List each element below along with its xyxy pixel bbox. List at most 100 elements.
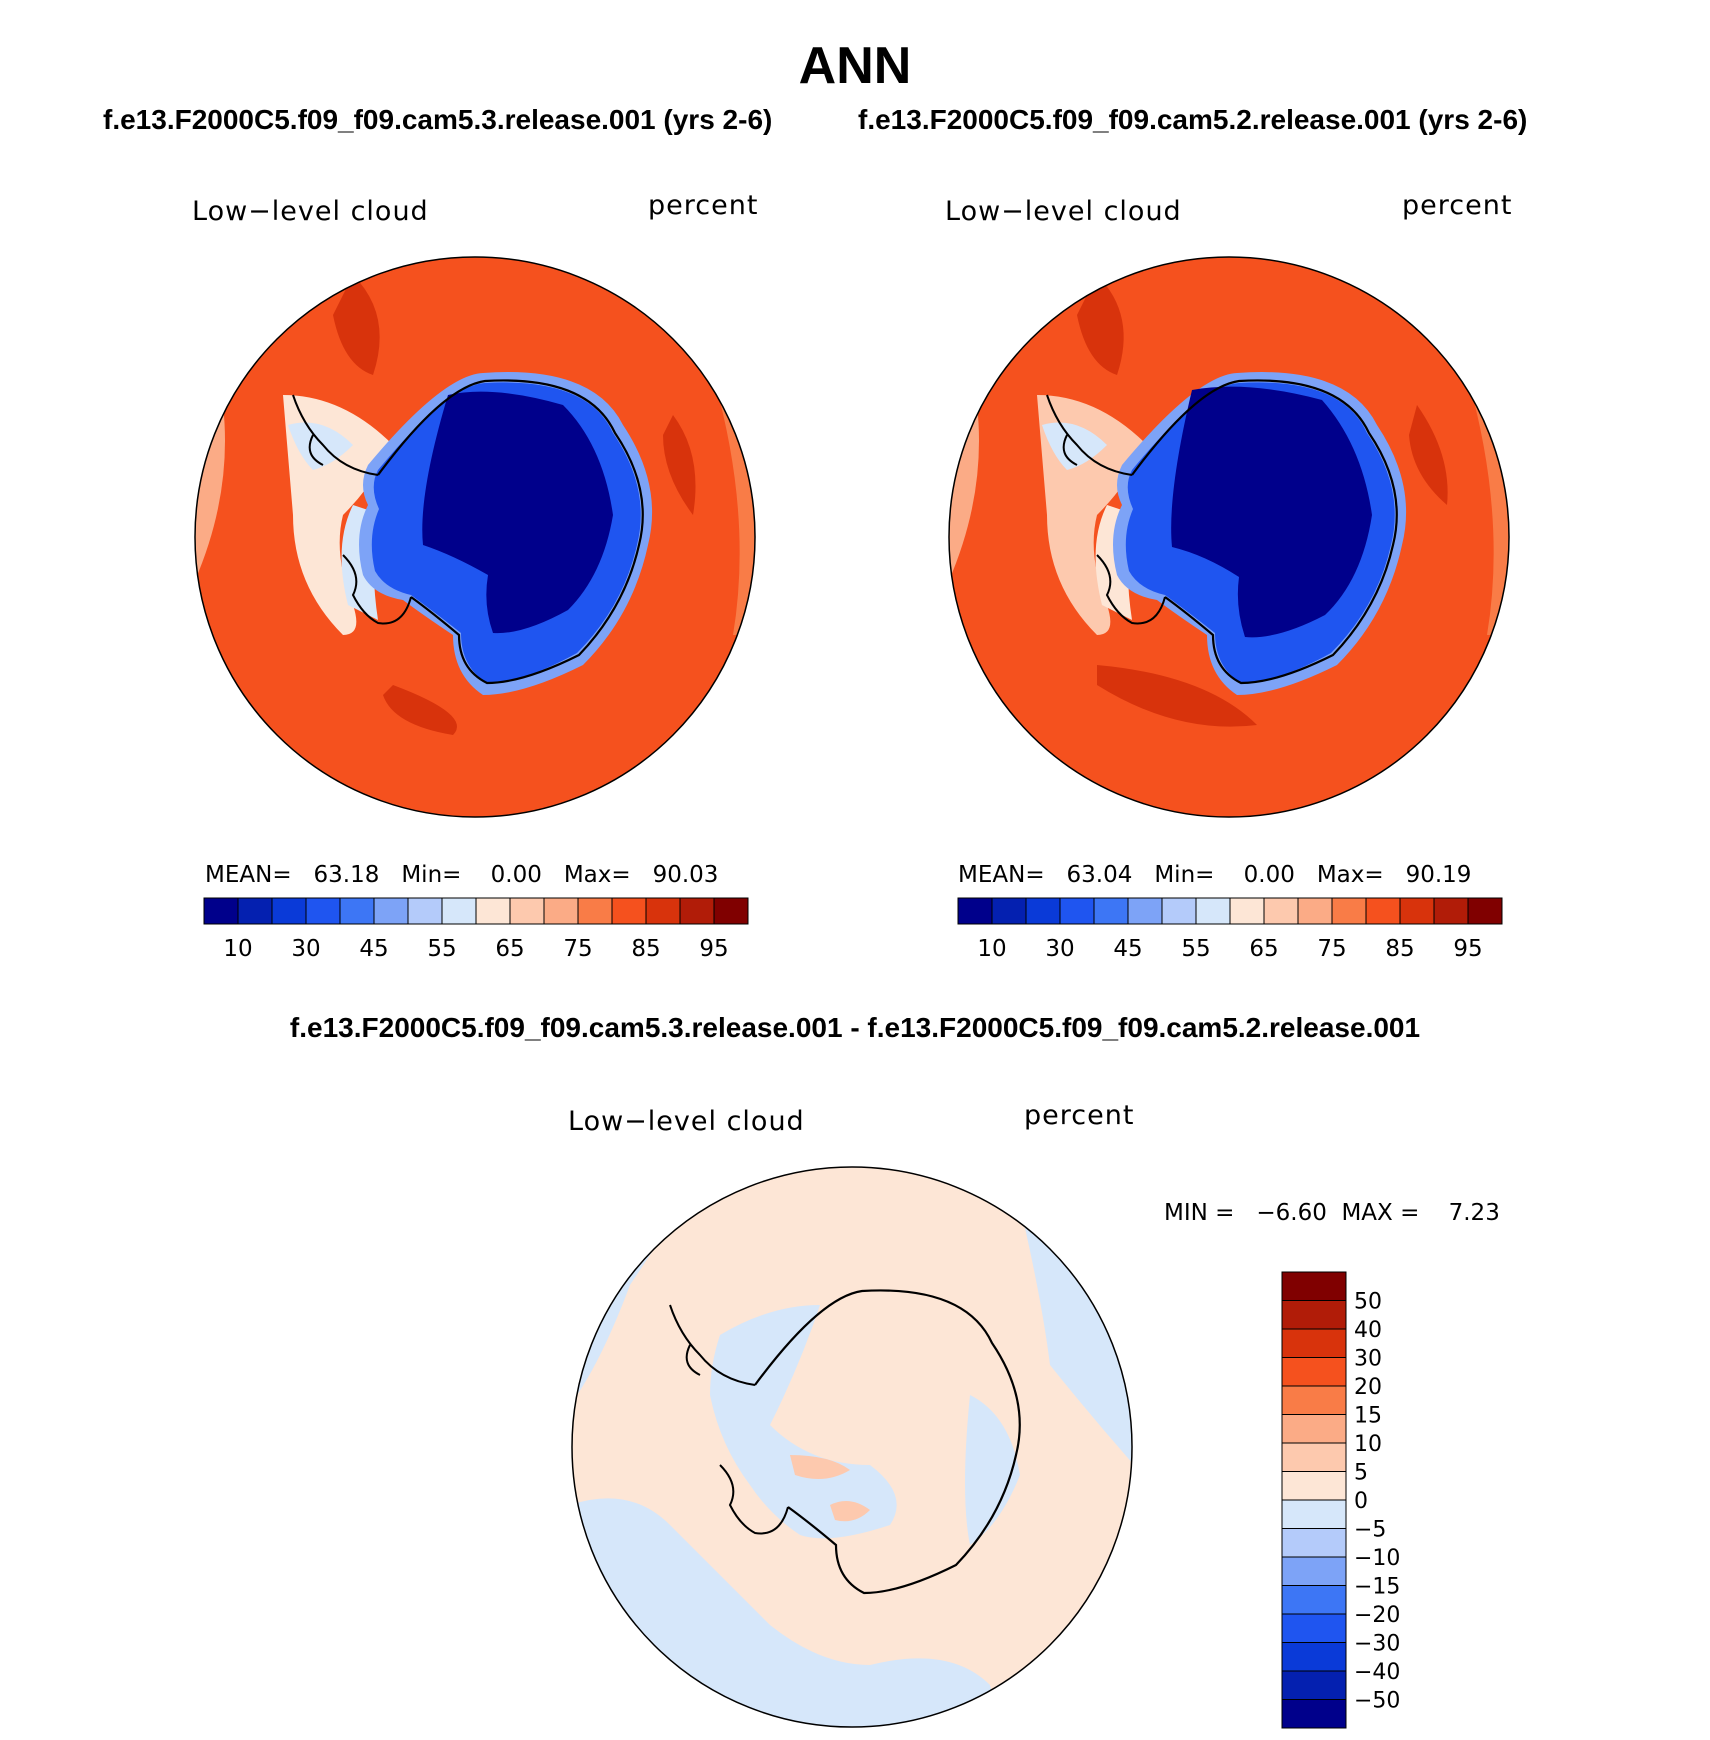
panel2-colorbar-tick-label: 65 bbox=[1249, 936, 1278, 962]
diff-colorbar-tick-label: −10 bbox=[1354, 1546, 1400, 1571]
panel2-colorbar-tick-label: 30 bbox=[1045, 936, 1074, 962]
panel2-colorbar-box bbox=[957, 897, 993, 925]
panel1-mean-label: MEAN= bbox=[205, 862, 292, 888]
case-label-left: f.e13.F2000C5.f09_f09.cam5.3.release.001… bbox=[103, 104, 773, 135]
panel1-colorbar-box bbox=[373, 897, 409, 925]
panel1-colorbar-tick-label: 75 bbox=[563, 936, 592, 962]
panel2-colorbar-box bbox=[1297, 897, 1333, 925]
panel2-colorbar-box bbox=[1331, 897, 1367, 925]
panel2-stats: MEAN= 63.04 Min= 0.00 Max= 90.19 bbox=[958, 862, 1471, 888]
panel2-variable: Low−level cloud bbox=[945, 196, 1182, 227]
diff-colorbar-tick-label: 0 bbox=[1354, 1489, 1368, 1514]
panel2-colorbar-box bbox=[1025, 897, 1061, 925]
panel2-colorbar-tick-label: 75 bbox=[1317, 936, 1346, 962]
panel1-units: percent bbox=[648, 190, 759, 221]
diff-colorbar-box bbox=[1281, 1300, 1347, 1330]
diff-colorbar-tick-label: 20 bbox=[1354, 1375, 1382, 1400]
panel1-min-label: Min= bbox=[401, 862, 462, 888]
diff-colorbar-tick-label: 10 bbox=[1354, 1432, 1382, 1457]
panel2-mean: 63.04 bbox=[1066, 862, 1133, 888]
diff-map bbox=[571, 1166, 1133, 1728]
panel2-colorbar-box bbox=[991, 897, 1027, 925]
diff-colorbar-tick-label: 40 bbox=[1354, 1318, 1382, 1343]
panel1-mean: 63.18 bbox=[313, 862, 380, 888]
diff-colorbar-box bbox=[1281, 1642, 1347, 1672]
panel2-colorbar-box bbox=[1365, 897, 1401, 925]
panel2-min-label: Min= bbox=[1154, 862, 1215, 888]
panel1-colorbar-tick-label: 55 bbox=[427, 936, 456, 962]
panel1-colorbar-box bbox=[713, 897, 749, 925]
panel3-units: percent bbox=[1024, 1100, 1135, 1131]
panel1-colorbar-box bbox=[679, 897, 715, 925]
panel1-colorbar-box bbox=[407, 897, 443, 925]
panel1-colorbar-tick-label: 45 bbox=[359, 936, 388, 962]
diff-colorbar-tick-label: −50 bbox=[1354, 1689, 1400, 1714]
panel2-map bbox=[948, 256, 1510, 818]
panel2-units: percent bbox=[1402, 190, 1513, 221]
panel2-colorbar: 10 30 45 55 65 75 85 95 bbox=[957, 897, 1503, 962]
diff-colorbar-tick-label: −5 bbox=[1354, 1518, 1386, 1543]
diff-colorbar-box bbox=[1281, 1585, 1347, 1615]
diff-colorbar-tick-label: 5 bbox=[1354, 1461, 1368, 1486]
panel2-colorbar-box bbox=[1467, 897, 1503, 925]
panel1-colorbar: 10 30 45 55 65 75 85 95 bbox=[203, 897, 749, 962]
panel2-colorbar-box bbox=[1059, 897, 1095, 925]
panel2-colorbar-tick-label: 85 bbox=[1385, 936, 1414, 962]
diff-colorbar-box bbox=[1281, 1471, 1347, 1501]
panel1-colorbar-box bbox=[509, 897, 545, 925]
diff-colorbar-tick-label: 15 bbox=[1354, 1404, 1382, 1429]
panel1-colorbar-box bbox=[611, 897, 647, 925]
panel3-stats: MIN = −6.60 MAX = 7.23 bbox=[1164, 1200, 1500, 1226]
panel3-variable: Low−level cloud bbox=[568, 1106, 805, 1137]
panel2-colorbar-tick-label: 45 bbox=[1113, 936, 1142, 962]
case-label-right: f.e13.F2000C5.f09_f09.cam5.2.release.001… bbox=[858, 104, 1528, 135]
panel2-max: 90.19 bbox=[1405, 862, 1472, 888]
diff-colorbar-box bbox=[1281, 1613, 1347, 1643]
panel2-colorbar-box bbox=[1433, 897, 1469, 925]
panel1-colorbar-box bbox=[543, 897, 579, 925]
panel2-colorbar-box bbox=[1229, 897, 1265, 925]
diff-colorbar-box bbox=[1281, 1357, 1347, 1387]
diff-colorbar-box bbox=[1281, 1414, 1347, 1444]
panel1-colorbar-box bbox=[441, 897, 477, 925]
diff-colorbar-tick-label: −20 bbox=[1354, 1603, 1400, 1628]
panel2-colorbar-box bbox=[1263, 897, 1299, 925]
panel1-colorbar-box bbox=[645, 897, 681, 925]
panel2-colorbar-box bbox=[1161, 897, 1197, 925]
diff-colorbar-box bbox=[1281, 1699, 1347, 1729]
diff-colorbar-tick-label: −15 bbox=[1354, 1575, 1400, 1600]
panel1-colorbar-tick-label: 85 bbox=[631, 936, 660, 962]
diff-colorbar-box bbox=[1281, 1556, 1347, 1586]
panel1-colorbar-box bbox=[305, 897, 341, 925]
panel2-colorbar-tick-label: 55 bbox=[1181, 936, 1210, 962]
panel1-colorbar-box bbox=[577, 897, 613, 925]
panel2-max-label: Max= bbox=[1316, 862, 1384, 888]
panel2-colorbar-tick-label: 10 bbox=[977, 936, 1006, 962]
panel2-colorbar-tick-label: 95 bbox=[1453, 936, 1482, 962]
diff-colorbar-box bbox=[1281, 1271, 1347, 1301]
panel1-colorbar-box bbox=[237, 897, 273, 925]
diff-colorbar-tick-label: 30 bbox=[1354, 1347, 1382, 1372]
diff-colorbar-box bbox=[1281, 1499, 1347, 1529]
panel2-colorbar-box bbox=[1195, 897, 1231, 925]
diff-colorbar-box bbox=[1281, 1442, 1347, 1472]
diff-title: f.e13.F2000C5.f09_f09.cam5.3.release.001… bbox=[289, 1012, 1421, 1043]
panel1-stats: MEAN= 63.18 Min= 0.00 Max= 90.03 bbox=[205, 862, 718, 888]
panel1-max-label: Max= bbox=[563, 862, 631, 888]
panel2-colorbar-box bbox=[1399, 897, 1435, 925]
diff-colorbar-tick-label: −40 bbox=[1354, 1660, 1400, 1685]
panel1-min: 0.00 bbox=[490, 862, 542, 888]
diff-colorbar-tick-label: 50 bbox=[1354, 1290, 1382, 1315]
diff-colorbar-box bbox=[1281, 1328, 1347, 1358]
panel1-colorbar-tick-label: 95 bbox=[699, 936, 728, 962]
diff-colorbar-box bbox=[1281, 1385, 1347, 1415]
panel1-colorbar-box bbox=[475, 897, 511, 925]
diff-colorbar-box bbox=[1281, 1528, 1347, 1558]
figure-title: ANN bbox=[798, 37, 912, 95]
panel1-colorbar-tick-label: 10 bbox=[223, 936, 252, 962]
panel1-map bbox=[194, 256, 756, 818]
panel2-colorbar-box bbox=[1127, 897, 1163, 925]
panel1-max: 90.03 bbox=[652, 862, 719, 888]
panel1-colorbar-box bbox=[271, 897, 307, 925]
